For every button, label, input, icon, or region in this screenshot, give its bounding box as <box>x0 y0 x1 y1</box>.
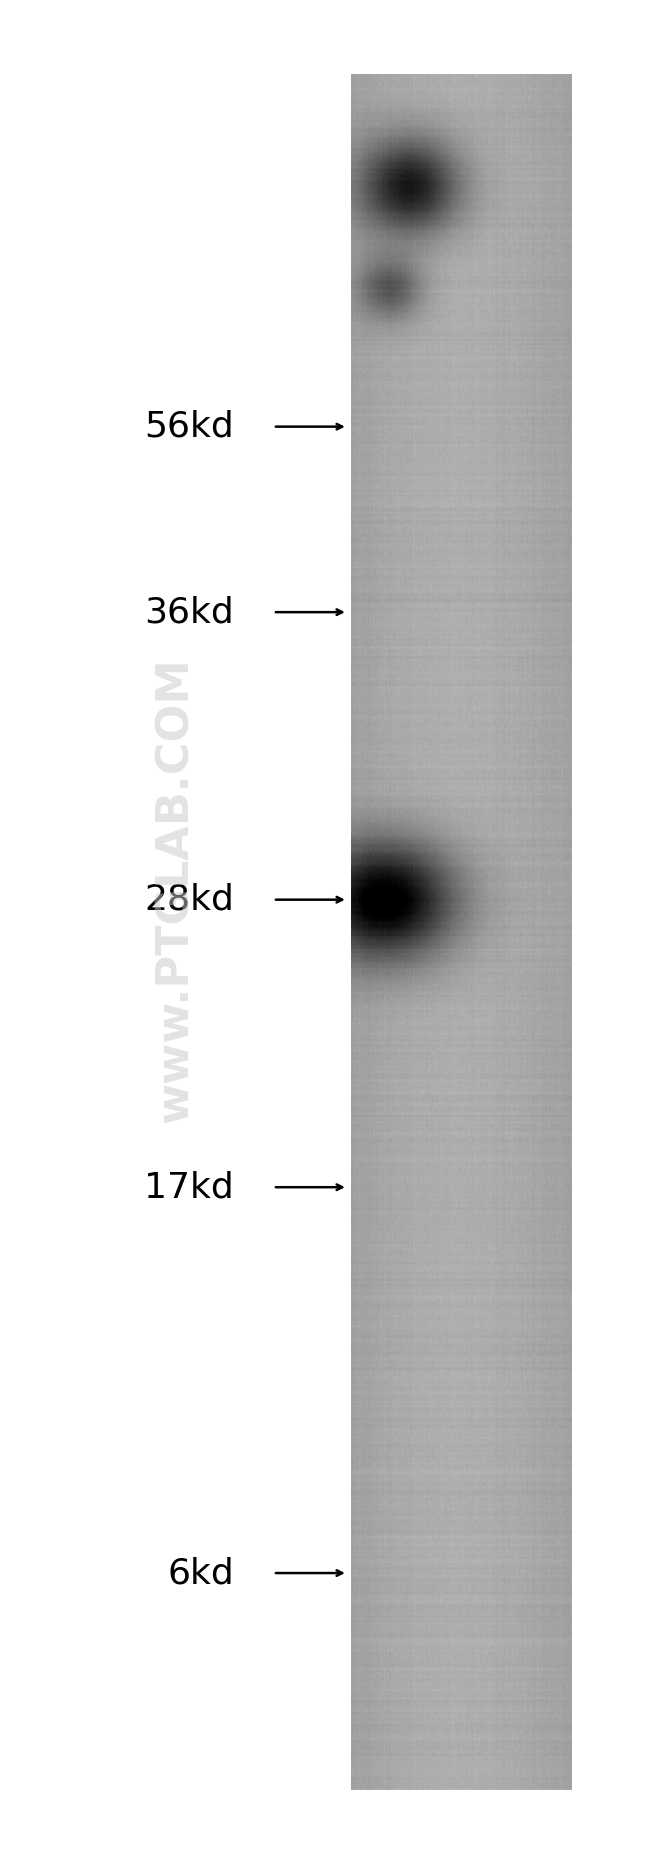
Text: 28kd: 28kd <box>144 883 234 916</box>
Text: 56kd: 56kd <box>144 410 234 443</box>
Text: www.PTGLAB.COM: www.PTGLAB.COM <box>154 657 197 1124</box>
Text: 6kd: 6kd <box>167 1556 234 1590</box>
Text: 17kd: 17kd <box>144 1171 234 1204</box>
Text: 36kd: 36kd <box>144 595 234 629</box>
